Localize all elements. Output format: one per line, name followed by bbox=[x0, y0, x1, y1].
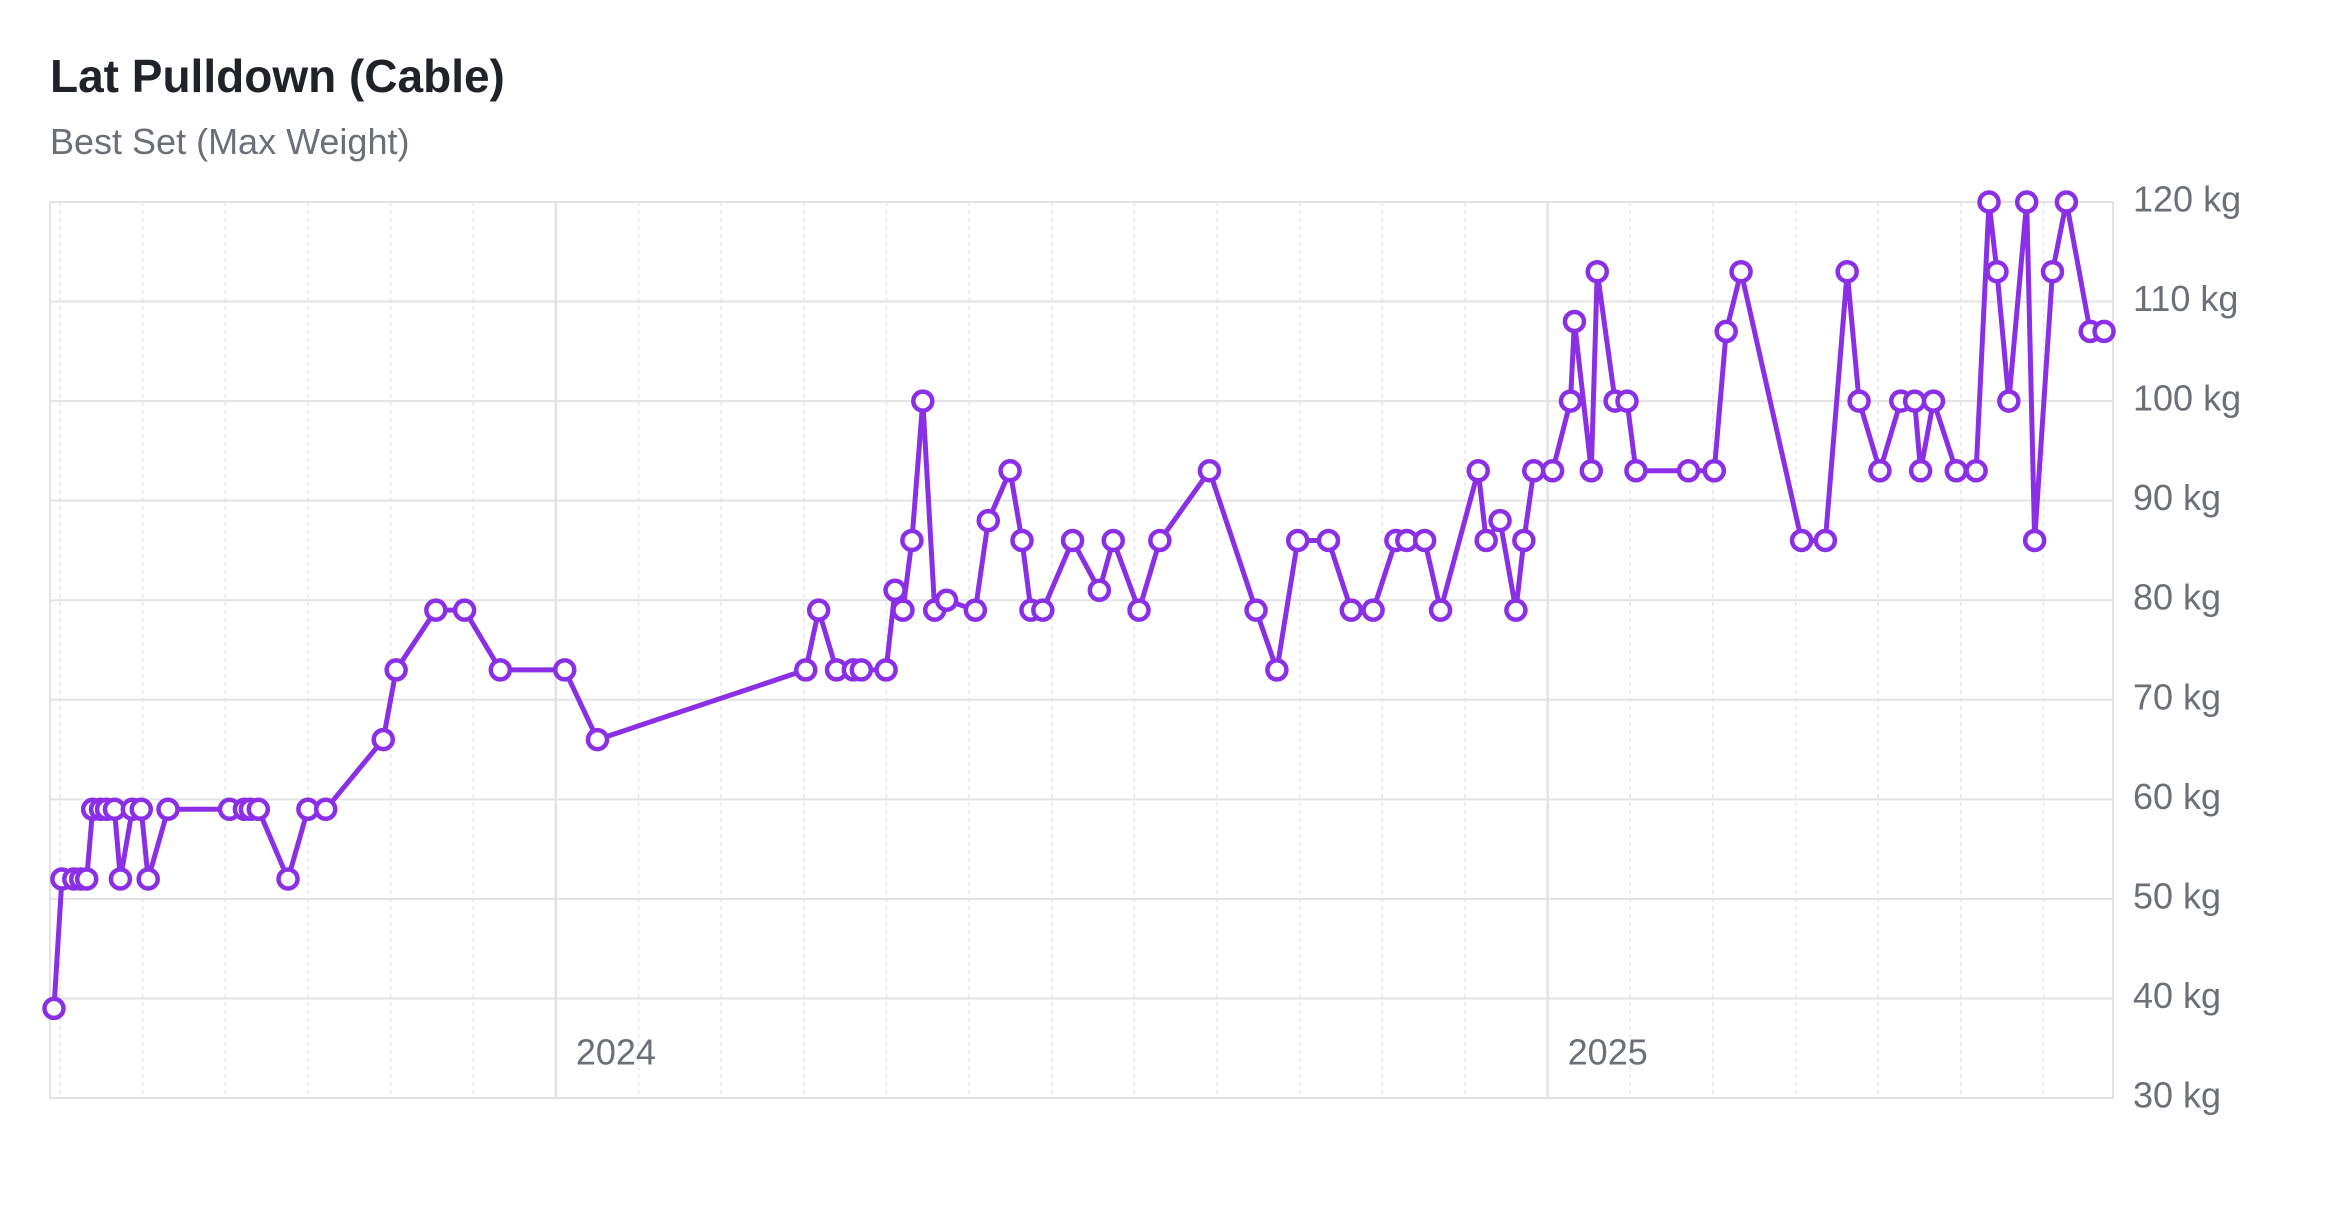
y-tick-label: 50 kg bbox=[2133, 875, 2221, 916]
point bbox=[1702, 459, 1727, 483]
point bbox=[488, 658, 513, 682]
point bbox=[1244, 598, 1268, 622]
point bbox=[806, 598, 831, 622]
point bbox=[1977, 190, 2001, 214]
point bbox=[874, 658, 898, 682]
point bbox=[998, 459, 1022, 483]
point bbox=[1813, 528, 1838, 553]
point bbox=[108, 867, 133, 891]
point bbox=[2092, 319, 2116, 344]
point bbox=[1847, 389, 1871, 413]
point bbox=[424, 598, 448, 622]
point bbox=[1835, 259, 1859, 284]
point bbox=[1615, 389, 1639, 413]
point bbox=[1127, 598, 1151, 622]
point bbox=[156, 797, 180, 822]
point bbox=[1488, 508, 1512, 533]
point bbox=[313, 797, 338, 822]
plot-frame bbox=[49, 201, 2114, 1099]
point bbox=[1579, 459, 1604, 483]
point bbox=[276, 867, 300, 891]
point bbox=[2022, 528, 2047, 553]
point bbox=[452, 598, 477, 622]
point bbox=[1316, 528, 1341, 553]
point bbox=[1997, 389, 2021, 413]
point bbox=[1944, 459, 1969, 483]
point bbox=[1868, 459, 1892, 483]
chart-title: Lat Pulldown (Cable) bbox=[50, 50, 505, 102]
point bbox=[1101, 528, 1125, 553]
y-tick-label: 110 kg bbox=[2133, 278, 2238, 319]
point bbox=[1985, 259, 2009, 284]
point bbox=[1522, 459, 1546, 483]
point bbox=[1676, 459, 1701, 483]
point bbox=[585, 727, 610, 752]
point bbox=[2054, 190, 2079, 214]
y-tick-label: 100 kg bbox=[2133, 378, 2241, 419]
point bbox=[1265, 658, 1289, 682]
point bbox=[1964, 459, 1988, 483]
point bbox=[1921, 389, 1946, 413]
point bbox=[2040, 259, 2065, 284]
point bbox=[883, 578, 907, 603]
point bbox=[384, 658, 408, 682]
point bbox=[129, 797, 153, 822]
point bbox=[1562, 309, 1587, 334]
line bbox=[51, 199, 2105, 1009]
point bbox=[1714, 319, 1738, 344]
x-tick-label: 2024 bbox=[576, 1032, 656, 1073]
point bbox=[246, 797, 271, 822]
point bbox=[42, 996, 66, 1021]
point bbox=[553, 658, 577, 682]
point bbox=[1789, 528, 1814, 553]
point bbox=[849, 658, 874, 682]
point bbox=[1466, 459, 1490, 483]
point bbox=[1339, 598, 1364, 622]
point bbox=[1148, 528, 1172, 553]
point bbox=[1585, 259, 1609, 284]
point bbox=[1558, 389, 1583, 413]
y-tick-label: 40 kg bbox=[2133, 975, 2221, 1016]
point bbox=[371, 727, 396, 752]
point bbox=[976, 508, 1001, 533]
point bbox=[1285, 528, 1310, 553]
point bbox=[1010, 528, 1034, 553]
point bbox=[891, 598, 915, 622]
y-tick-label: 30 kg bbox=[2133, 1075, 2221, 1116]
point bbox=[963, 598, 988, 622]
y-tick-label: 80 kg bbox=[2133, 577, 2221, 618]
point bbox=[934, 588, 959, 612]
point bbox=[1412, 528, 1437, 553]
y-tick-label: 70 kg bbox=[2133, 676, 2221, 717]
chart-subtitle: Best Set (Max Weight) bbox=[50, 121, 409, 162]
y-tick-label: 120 kg bbox=[2133, 179, 2241, 220]
y-tick-label: 90 kg bbox=[2133, 477, 2221, 518]
point bbox=[1197, 459, 1222, 483]
point bbox=[1504, 598, 1528, 622]
point bbox=[1624, 459, 1648, 483]
point bbox=[1474, 528, 1498, 553]
point bbox=[1428, 598, 1453, 622]
point bbox=[1902, 389, 1927, 413]
point bbox=[1908, 459, 1933, 483]
point bbox=[1729, 259, 1753, 284]
point bbox=[2014, 190, 2039, 214]
point bbox=[1540, 459, 1565, 483]
point bbox=[1087, 578, 1112, 603]
point bbox=[794, 658, 818, 682]
point bbox=[136, 867, 160, 891]
point bbox=[1031, 598, 1055, 622]
point bbox=[900, 528, 924, 553]
point bbox=[1060, 528, 1085, 553]
point bbox=[1512, 528, 1536, 553]
point bbox=[911, 389, 935, 413]
point bbox=[74, 867, 99, 891]
x-tick-label: 2025 bbox=[1568, 1032, 1648, 1073]
y-tick-label: 60 kg bbox=[2133, 776, 2221, 817]
point bbox=[1361, 598, 1385, 622]
